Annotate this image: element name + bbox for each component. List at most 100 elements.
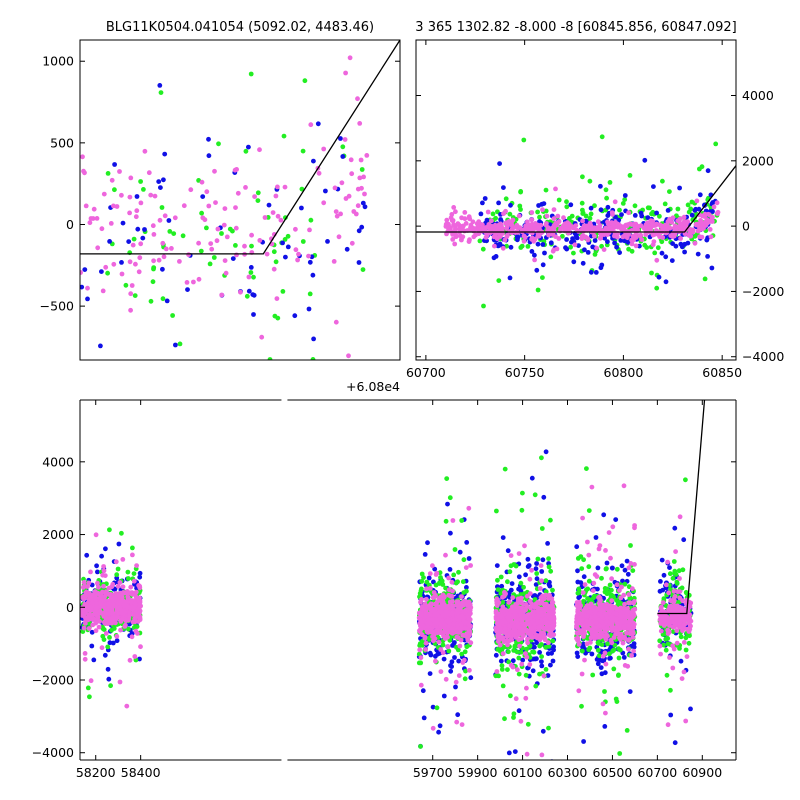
- magenta-data-point: [132, 619, 138, 625]
- magenta-data-point: [525, 640, 530, 646]
- blue-data-point: [435, 651, 441, 657]
- green-data-point: [604, 195, 609, 201]
- blue-data-point: [233, 407, 238, 412]
- blue-data-point: [116, 541, 122, 547]
- green-data-point: [249, 243, 254, 249]
- magenta-data-point: [208, 241, 214, 247]
- blue-data-point: [82, 267, 88, 272]
- green-data-point: [508, 693, 513, 699]
- magenta-data-point: [610, 227, 615, 233]
- magenta-data-point: [580, 218, 585, 224]
- magenta-data-point: [94, 216, 100, 221]
- green-data-point: [602, 689, 607, 694]
- blue-data-point: [99, 553, 104, 559]
- blue-data-point: [539, 659, 544, 664]
- green-data-point: [460, 579, 466, 585]
- green-data-point: [689, 199, 695, 205]
- magenta-data-point: [90, 216, 96, 221]
- green-data-point: [308, 217, 314, 223]
- green-data-point: [592, 252, 598, 257]
- y-tick-label: −500: [40, 299, 74, 314]
- magenta-data-point: [621, 233, 627, 239]
- magenta-data-point: [338, 211, 343, 217]
- magenta-data-point: [127, 259, 133, 265]
- magenta-data-point: [429, 609, 435, 614]
- magenta-data-point: [148, 192, 154, 198]
- blue-data-point: [496, 200, 501, 206]
- green-data-point: [579, 200, 585, 206]
- magenta-data-point: [129, 634, 135, 640]
- magenta-data-point: [650, 232, 656, 238]
- magenta-data-point: [537, 586, 543, 591]
- blue-data-point: [619, 212, 624, 218]
- magenta-data-point: [624, 630, 629, 636]
- green-data-point: [579, 648, 585, 654]
- magenta-data-point: [539, 631, 545, 637]
- magenta-data-point: [443, 224, 449, 229]
- magenta-data-point: [334, 213, 340, 219]
- magenta-data-point: [467, 237, 472, 243]
- blue-data-point: [448, 668, 454, 674]
- green-data-point: [571, 250, 576, 256]
- green-data-point: [498, 591, 504, 596]
- magenta-data-point: [353, 211, 359, 217]
- magenta-data-point: [551, 226, 557, 232]
- green-data-point: [85, 685, 91, 691]
- magenta-data-point: [332, 185, 338, 191]
- magenta-data-point: [94, 590, 100, 596]
- green-data-point: [496, 278, 502, 283]
- magenta-data-point: [307, 227, 312, 233]
- blue-data-point: [156, 179, 162, 185]
- blue-data-point: [516, 574, 522, 580]
- magenta-data-point: [138, 200, 144, 206]
- green-data-point: [607, 582, 613, 588]
- y-tick-label: 4000: [742, 88, 774, 103]
- magenta-data-point: [449, 626, 454, 632]
- magenta-data-point: [456, 603, 462, 608]
- magenta-data-point: [423, 647, 428, 652]
- magenta-data-point: [520, 631, 525, 637]
- blue-data-point: [526, 563, 532, 568]
- blue-data-point: [441, 656, 447, 662]
- magenta-data-point: [549, 620, 555, 625]
- green-data-point: [535, 556, 541, 562]
- blue-data-point: [542, 250, 547, 256]
- green-data-point: [280, 289, 286, 294]
- magenta-data-point: [119, 271, 125, 277]
- magenta-data-point: [629, 653, 634, 658]
- axes-frame: [79, 39, 401, 361]
- magenta-data-point: [494, 603, 500, 608]
- magenta-data-point: [708, 234, 714, 240]
- blue-data-point: [535, 241, 541, 247]
- magenta-data-point: [188, 187, 194, 193]
- green-data-point: [629, 248, 635, 254]
- magenta-data-point: [127, 210, 132, 216]
- green-data-point: [627, 173, 633, 178]
- magenta-data-point: [433, 658, 438, 664]
- magenta-data-point: [539, 578, 544, 584]
- magenta-data-point: [494, 669, 500, 674]
- magenta-data-point: [524, 751, 530, 757]
- magenta-data-point: [452, 696, 458, 702]
- blue-data-point: [246, 144, 251, 150]
- magenta-data-point: [625, 663, 631, 669]
- magenta-data-point: [343, 196, 349, 201]
- magenta-data-point: [249, 232, 255, 238]
- magenta-data-point: [540, 207, 545, 213]
- magenta-data-point: [224, 234, 230, 240]
- green-data-point: [125, 569, 131, 575]
- green-data-point: [248, 71, 254, 77]
- blue-data-point: [452, 655, 457, 660]
- blue-data-point: [464, 585, 469, 590]
- magenta-data-point: [355, 96, 360, 102]
- green-data-point: [207, 261, 213, 267]
- magenta-data-point: [531, 609, 537, 615]
- blue-data-point: [432, 566, 438, 572]
- green-data-point: [580, 207, 585, 213]
- green-data-point: [560, 233, 565, 239]
- magenta-data-point: [511, 632, 517, 638]
- green-data-point: [419, 571, 425, 577]
- blue-data-point: [126, 239, 132, 245]
- blue-data-point: [564, 237, 569, 242]
